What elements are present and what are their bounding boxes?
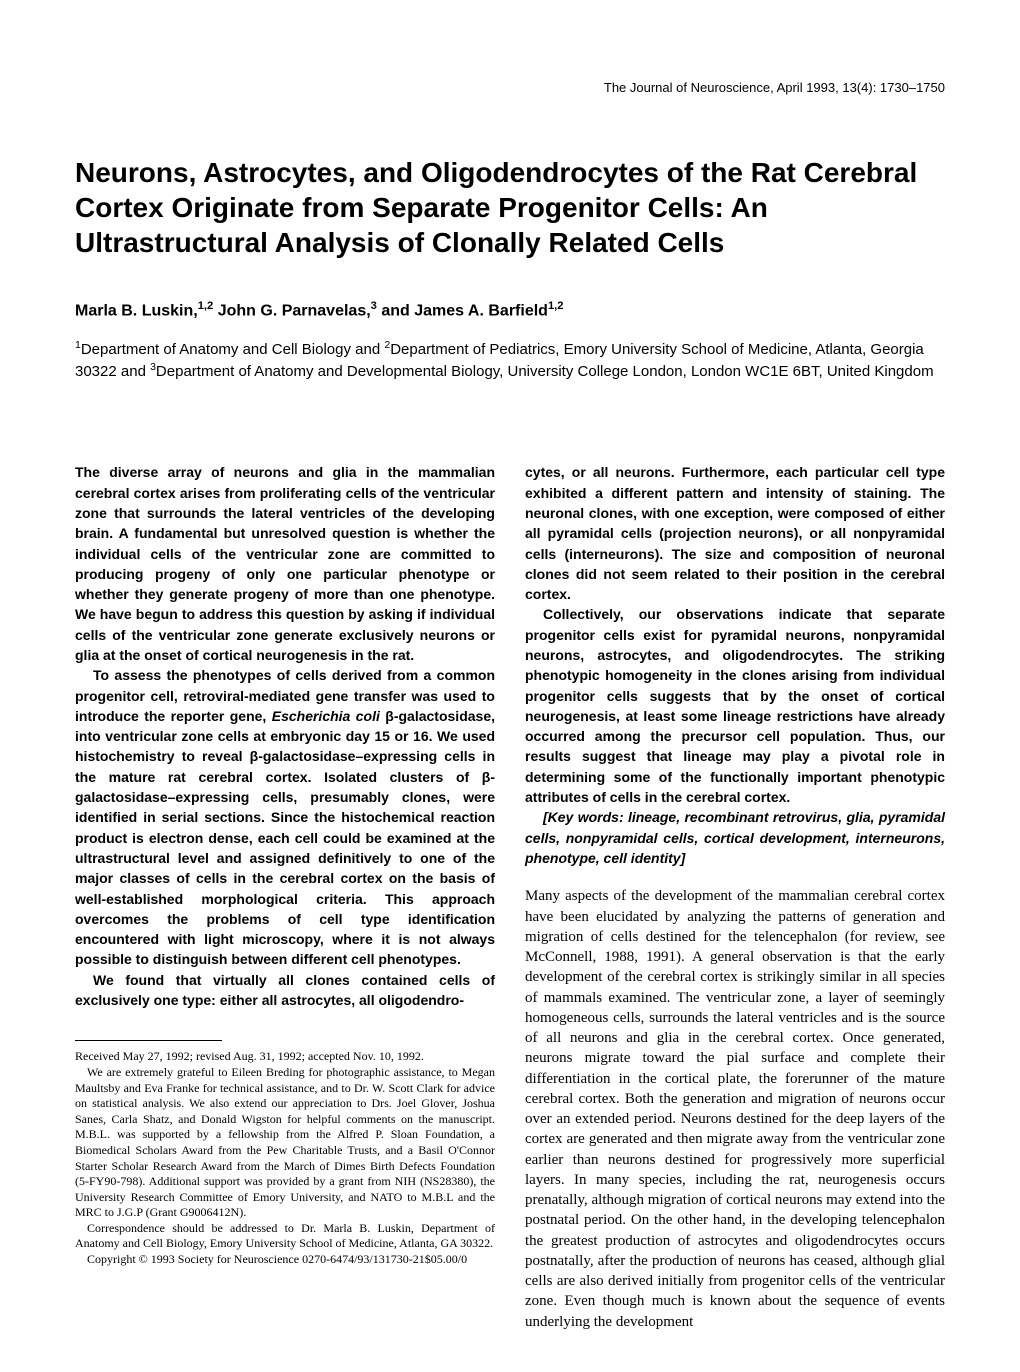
body-paragraph-1: Many aspects of the development of the m… (525, 886, 945, 1332)
footnote-acknowledgments: We are extremely grateful to Eileen Bred… (75, 1065, 495, 1221)
abstract-paragraph-4: cytes, or all neurons. Furthermore, each… (525, 462, 945, 604)
article-title: Neurons, Astrocytes, and Oligodendrocyte… (75, 155, 945, 260)
abstract-paragraph-2: To assess the phenotypes of cells derive… (75, 665, 495, 969)
content-columns: The diverse array of neurons and glia in… (75, 462, 945, 1331)
footnote-copyright: Copyright © 1993 Society for Neuroscienc… (75, 1252, 495, 1268)
footnote-correspondence: Correspondence should be addressed to Dr… (75, 1221, 495, 1252)
authors: Marla B. Luskin,1,2 John G. Parnavelas,3… (75, 300, 945, 320)
keywords: [Key words: lineage, recombinant retrovi… (525, 807, 945, 868)
left-column: The diverse array of neurons and glia in… (75, 462, 495, 1331)
footnote-received: Received May 27, 1992; revised Aug. 31, … (75, 1049, 495, 1065)
affiliations: 1Department of Anatomy and Cell Biology … (75, 338, 945, 382)
abstract-paragraph-5: Collectively, our observations indicate … (525, 604, 945, 807)
footnote-divider (75, 1040, 222, 1041)
abstract-paragraph-3: We found that virtually all clones conta… (75, 970, 495, 1011)
abstract-paragraph-1: The diverse array of neurons and glia in… (75, 462, 495, 665)
journal-header: The Journal of Neuroscience, April 1993,… (75, 80, 945, 95)
right-column: cytes, or all neurons. Furthermore, each… (525, 462, 945, 1331)
